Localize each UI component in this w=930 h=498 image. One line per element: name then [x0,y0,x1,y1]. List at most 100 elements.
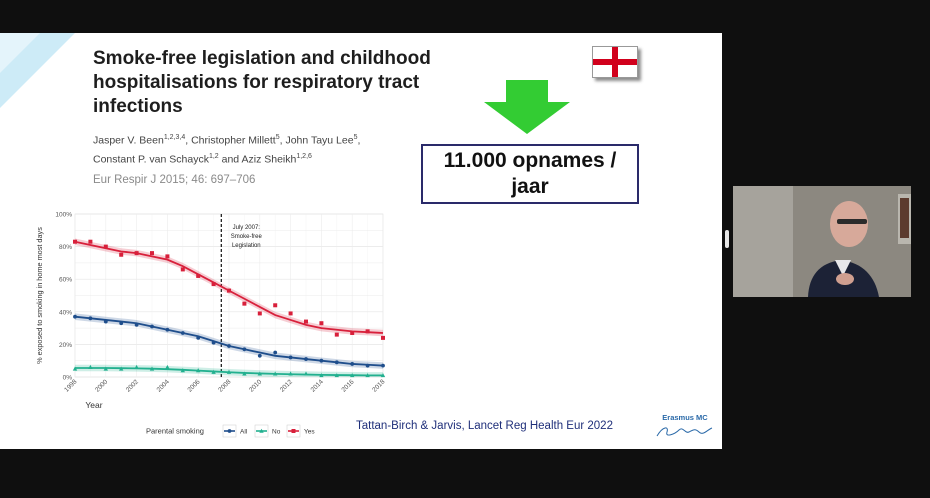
data-point-yes [211,282,216,287]
data-point-yes [381,335,385,340]
y-tick-label: 20% [59,342,72,349]
y-tick-label: 40% [59,309,72,316]
author-list: Jasper V. Been1,2,3,4, Christopher Mille… [93,130,423,167]
data-point-no [350,373,355,378]
affiliation: 5 [353,134,358,141]
data-point-all [319,358,324,363]
data-point-no [288,371,293,376]
data-point-all [103,319,108,324]
panel-resize-handle[interactable] [725,230,729,248]
legend-label-yes: Yes [304,429,315,436]
data-point-all [119,321,124,326]
green-down-arrow-icon [484,80,570,134]
data-point-yes [73,239,77,244]
data-point-no [196,368,201,373]
x-tick-label: 2002 [125,378,140,393]
data-point-yes [165,254,170,259]
x-tick-label: 2000 [94,378,109,393]
data-point-yes [304,319,308,324]
data-point-all [211,340,216,345]
x-tick-label: 2010 [248,378,263,393]
affiliation: 1,2,6 [296,152,312,160]
data-point-yes [196,273,201,278]
author-text: and Aziz Sheikh [218,153,297,165]
speaker-image [733,186,911,297]
data-point-all [381,363,385,368]
legend-label-no: No [272,429,281,436]
y-tick-label: 80% [59,244,72,251]
author-text: , Christopher Millett [185,134,276,147]
exposure-chart: 0%20%40%60%80%100%1998 2000 2002 2004 2006 20… [35,212,387,438]
y-tick-label: 0% [63,375,73,382]
stat-text: 11.000 opnames / jaar [443,149,617,198]
data-point-all [150,324,154,329]
data-point-no [303,371,309,376]
data-point-all [350,362,355,366]
data-point-no [242,371,247,376]
data-point-no [165,364,170,370]
data-point-no [365,373,370,378]
data-point-yes [334,332,339,337]
x-tick-label: 2016 [340,378,355,393]
data-point-all [304,357,308,361]
data-point-yes [242,301,247,306]
data-point-no [257,371,262,376]
data-point-yes [365,329,370,334]
slide-title: Smoke-free legislation and childhood hos… [93,48,431,117]
data-point-yes [350,330,355,335]
data-point-all [180,331,185,335]
legend-marker-all [227,429,232,433]
legend-label-all: All [240,429,248,436]
data-point-yes [227,288,231,293]
x-tick-label: 2018 [371,378,386,393]
data-point-no [273,371,278,376]
data-point-no [149,366,155,371]
data-point-all [257,353,262,358]
data-point-yes [257,311,262,316]
data-point-no [103,366,108,371]
logo-text: Erasmus MC [662,413,708,422]
author-text: , John Tayu Lee [279,134,354,147]
data-point-yes [150,251,154,256]
data-point-no [180,368,185,373]
author-text: Jasper V. Been [93,134,164,147]
england-flag-icon [592,46,638,78]
data-point-no [319,373,324,378]
x-tick-label: 2012 [279,378,294,393]
x-tick-label: 2014 [310,378,325,393]
slide-corner-decoration-inner [0,33,40,73]
data-point-all [73,314,77,319]
data-point-all [288,355,293,360]
data-point-no [134,364,139,370]
data-point-no [72,366,78,371]
annotation-label: Legislation [232,243,261,249]
y-tick-label: 60% [59,277,72,284]
data-point-yes [273,303,278,308]
data-point-all [88,316,93,321]
legend-marker-yes [291,429,296,433]
data-point-yes [288,311,293,316]
legend-title: Parental smoking [146,427,204,436]
y-axis-label: % exposed to smoking in home most days [35,227,44,364]
data-point-yes [134,251,139,256]
data-point-all [365,363,370,368]
data-point-yes [103,244,108,249]
data-point-no [119,366,124,371]
y-tick-label: 100% [55,212,72,219]
affiliation: 1,2 [208,152,219,160]
data-point-yes [319,321,324,326]
data-point-all [273,350,278,355]
author-text: , [357,134,361,147]
journal-reference: Eur Respir J 2015; 46: 697–706 [93,174,256,186]
data-point-no [211,369,216,374]
x-tick-label: 2008 [217,378,232,393]
data-point-no [88,364,93,370]
series-band-yes [75,238,383,337]
data-point-all [165,327,170,332]
erasmus-mc-logo: Erasmus MC [655,413,715,445]
data-point-all [134,322,139,327]
data-point-all [227,344,231,348]
x-tick-label: 2006 [186,378,201,393]
data-point-no [334,373,339,378]
speaker-video-thumbnail[interactable] [733,186,911,297]
